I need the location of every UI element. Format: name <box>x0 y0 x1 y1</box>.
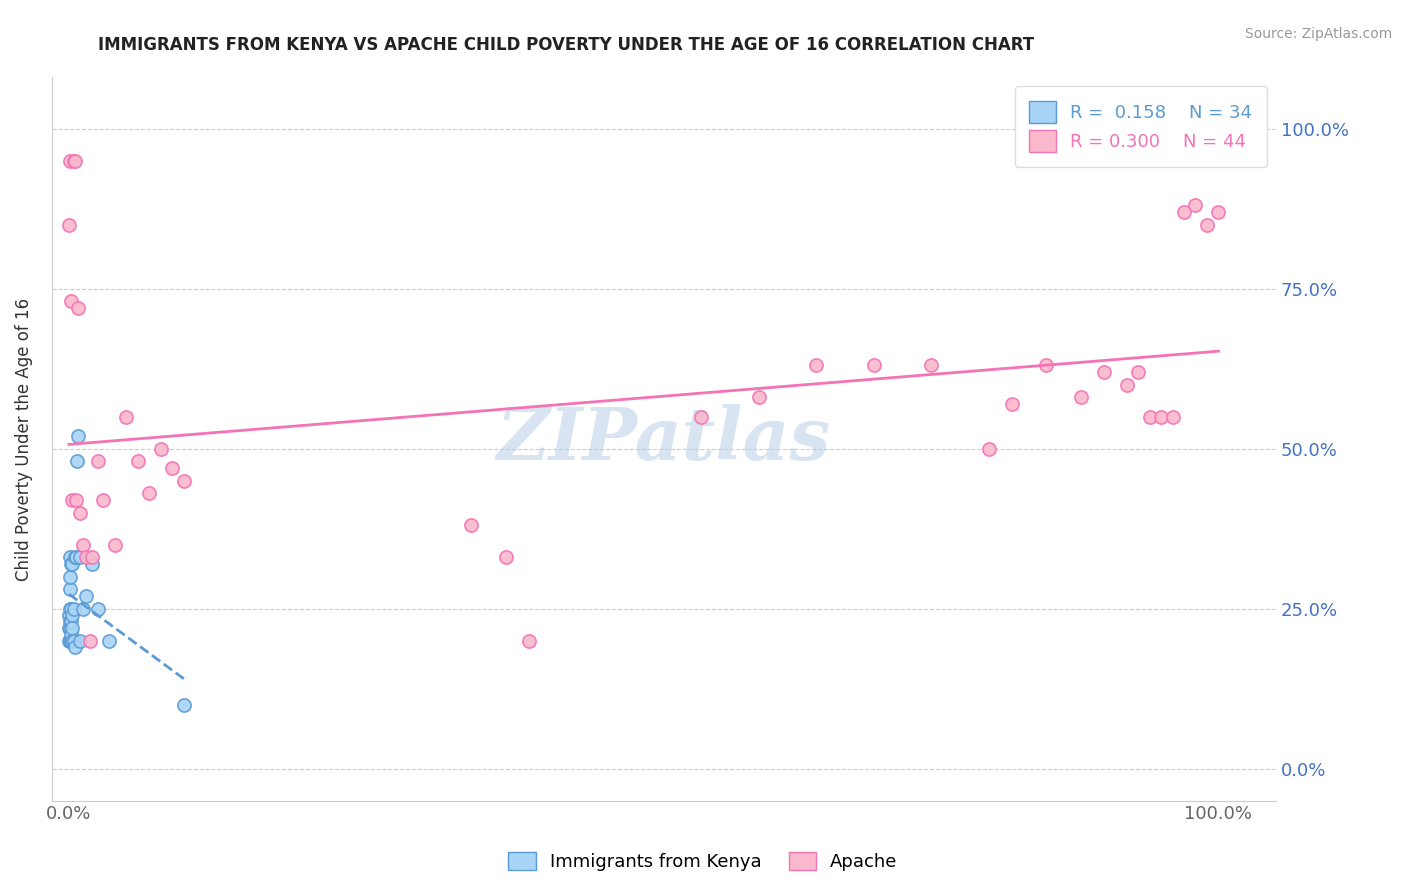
Point <box>62 621 84 635</box>
Point <box>1184 198 1206 212</box>
Point <box>127 454 149 468</box>
Point <box>59 569 82 583</box>
Point <box>58 607 80 622</box>
Point <box>690 409 713 424</box>
Point <box>79 633 101 648</box>
Point <box>115 409 138 424</box>
Point <box>59 621 82 635</box>
Point <box>149 442 172 456</box>
Point <box>60 557 83 571</box>
Point <box>804 359 827 373</box>
Point <box>1035 359 1057 373</box>
Point <box>65 550 87 565</box>
Point <box>98 633 121 648</box>
Point <box>59 550 82 565</box>
Text: ZIPatlas: ZIPatlas <box>496 403 831 475</box>
Point <box>72 538 94 552</box>
Point <box>58 218 80 232</box>
Point <box>58 621 80 635</box>
Point <box>173 698 195 712</box>
Y-axis label: Child Poverty Under the Age of 16: Child Poverty Under the Age of 16 <box>15 297 32 581</box>
Point <box>93 492 115 507</box>
Point <box>60 601 83 615</box>
Point <box>62 607 84 622</box>
Point <box>1126 365 1149 379</box>
Point <box>1161 409 1184 424</box>
Point <box>58 633 80 648</box>
Point <box>173 474 195 488</box>
Point <box>1150 409 1173 424</box>
Point <box>59 633 82 648</box>
Point <box>60 633 83 648</box>
Point <box>1115 377 1137 392</box>
Point <box>748 391 770 405</box>
Point <box>62 601 84 615</box>
Point <box>59 153 82 168</box>
Point <box>75 550 97 565</box>
Point <box>862 359 884 373</box>
Point <box>162 460 184 475</box>
Point <box>80 557 103 571</box>
Point <box>1195 218 1218 232</box>
Legend: R =  0.158    N = 34, R = 0.300    N = 44: R = 0.158 N = 34, R = 0.300 N = 44 <box>1015 87 1267 167</box>
Point <box>62 633 84 648</box>
Point <box>1070 391 1092 405</box>
Point <box>67 301 90 315</box>
Point <box>977 442 1000 456</box>
Point <box>67 429 90 443</box>
Legend: Immigrants from Kenya, Apache: Immigrants from Kenya, Apache <box>501 845 905 879</box>
Text: Source: ZipAtlas.com: Source: ZipAtlas.com <box>1244 27 1392 41</box>
Point <box>66 454 89 468</box>
Point <box>65 492 87 507</box>
Point <box>920 359 942 373</box>
Point <box>87 454 110 468</box>
Point <box>59 582 82 597</box>
Point <box>63 640 86 654</box>
Point <box>62 557 84 571</box>
Point <box>62 492 84 507</box>
Point <box>60 294 83 309</box>
Point <box>517 633 540 648</box>
Point <box>60 627 83 641</box>
Point <box>62 153 84 168</box>
Point <box>69 633 91 648</box>
Point <box>59 601 82 615</box>
Text: IMMIGRANTS FROM KENYA VS APACHE CHILD POVERTY UNDER THE AGE OF 16 CORRELATION CH: IMMIGRANTS FROM KENYA VS APACHE CHILD PO… <box>98 36 1035 54</box>
Point <box>87 601 110 615</box>
Point <box>1208 204 1230 219</box>
Point <box>138 486 160 500</box>
Point <box>69 550 91 565</box>
Point <box>72 601 94 615</box>
Point <box>1173 204 1195 219</box>
Point <box>63 550 86 565</box>
Point <box>104 538 127 552</box>
Point <box>1000 397 1022 411</box>
Point <box>69 506 91 520</box>
Point <box>62 633 84 648</box>
Point <box>80 550 103 565</box>
Point <box>75 589 97 603</box>
Point <box>60 615 83 629</box>
Point <box>495 550 517 565</box>
Point <box>1139 409 1161 424</box>
Point <box>63 153 86 168</box>
Point <box>1092 365 1115 379</box>
Point <box>460 518 482 533</box>
Point <box>59 615 82 629</box>
